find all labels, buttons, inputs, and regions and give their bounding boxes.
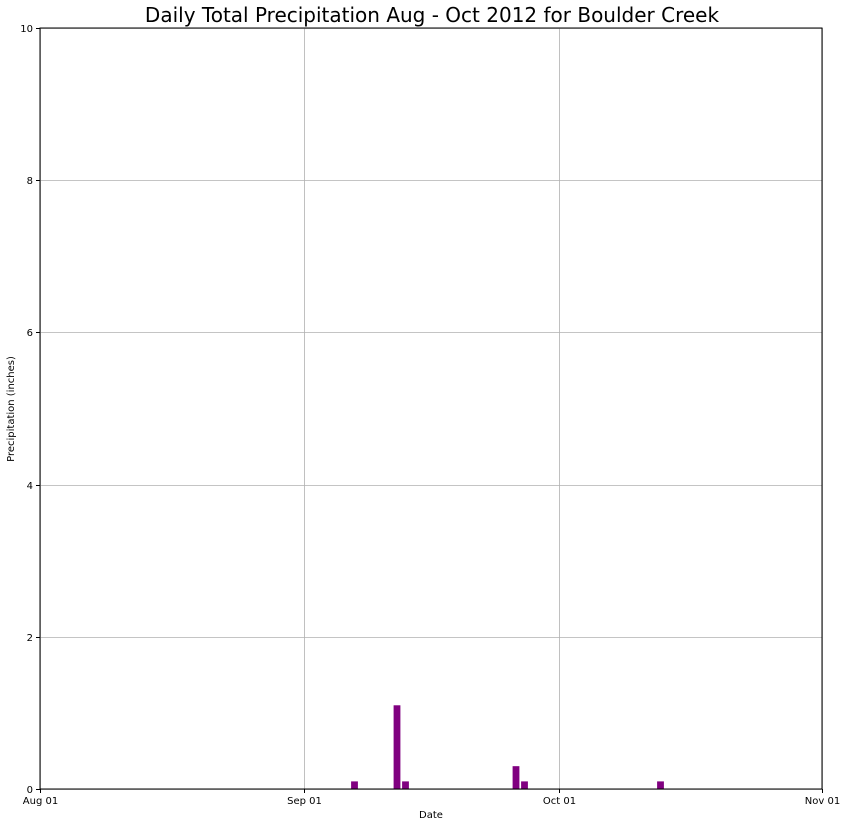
precip-bar <box>393 705 401 789</box>
precip-bar <box>351 781 358 789</box>
x-tick-label: Sep 01 <box>287 796 322 807</box>
precip-bar <box>521 781 528 789</box>
precip-bar <box>657 781 664 789</box>
precip-bar <box>512 766 520 789</box>
y-tick-label: 10 <box>20 24 33 35</box>
y-tick-label: 0 <box>27 785 33 796</box>
x-axis-label: Date <box>419 810 443 821</box>
y-tick-label: 4 <box>27 481 33 492</box>
y-axis-label: Precipitation (inches) <box>6 356 17 462</box>
axis-ticks: Aug 01 Sep 01 Oct 01 Nov 01 0 2 4 6 8 10 <box>20 24 840 807</box>
y-tick-label: 6 <box>27 328 33 339</box>
plot-frame <box>39 27 823 790</box>
chart-title: Daily Total Precipitation Aug - Oct 2012… <box>145 3 720 27</box>
x-tick-label: Aug 01 <box>23 796 58 807</box>
y-tick-label: 2 <box>27 633 33 644</box>
precip-bar <box>402 781 409 789</box>
x-tick-label: Oct 01 <box>543 796 576 807</box>
bars <box>351 705 664 789</box>
y-tick-label: 8 <box>27 176 33 187</box>
x-tick-label: Nov 01 <box>805 796 840 807</box>
